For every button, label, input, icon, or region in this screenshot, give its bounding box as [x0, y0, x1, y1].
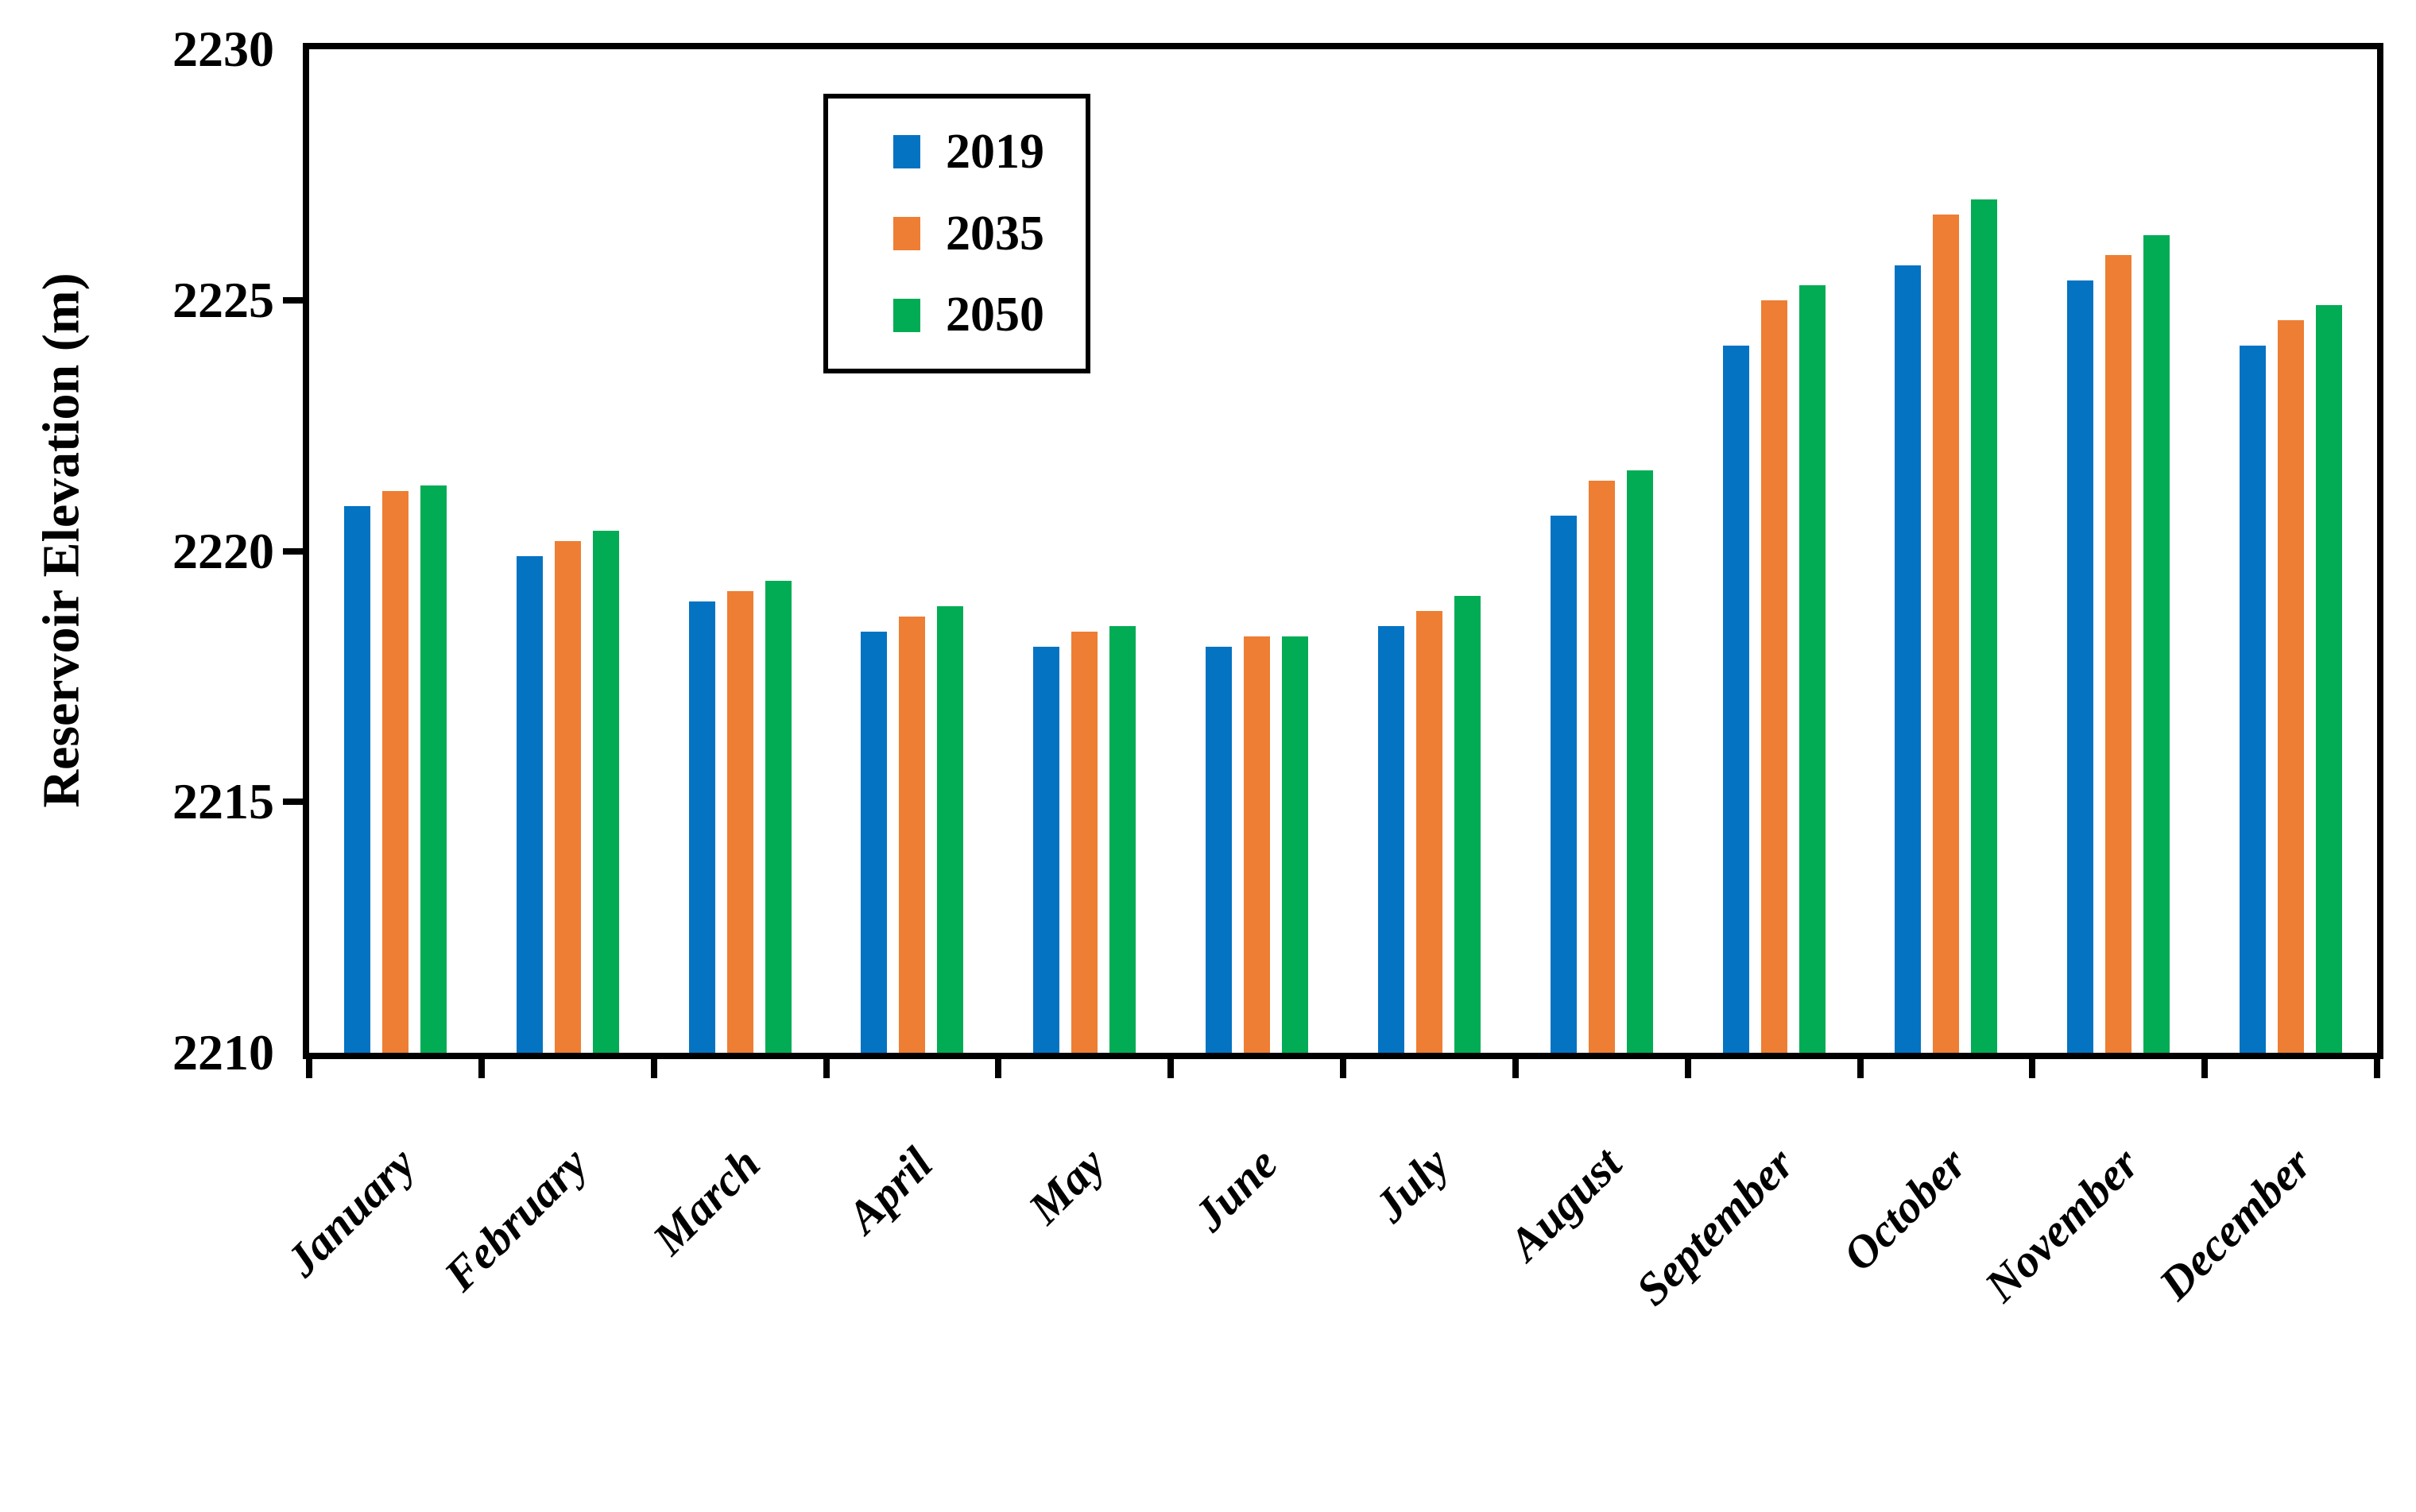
y-tick-mark — [283, 547, 303, 555]
bar-2050-june — [1282, 636, 1309, 1053]
bar-group-september — [1688, 49, 1860, 1053]
y-tick-mark — [283, 296, 303, 304]
x-tick-label-march: March — [642, 1137, 770, 1265]
bar-2035-august — [1588, 481, 1615, 1053]
x-tick-label-may: May — [1018, 1137, 1115, 1234]
legend-label: 2035 — [946, 206, 1044, 261]
bar-2019-october — [1895, 265, 1922, 1053]
bar-2019-april — [861, 631, 888, 1053]
legend-entry-2035: 2035 — [893, 206, 1086, 262]
bar-2019-december — [2240, 345, 2267, 1053]
bar-2035-may — [1071, 631, 1098, 1053]
bar-group-november — [2032, 49, 2205, 1053]
x-tick-mark — [823, 1059, 830, 1078]
x-tick-label-august: August — [1499, 1137, 1632, 1270]
x-tick-label-june: June — [1183, 1137, 1287, 1241]
bar-2019-august — [1550, 516, 1577, 1053]
bar-group-june — [1171, 49, 1343, 1053]
bar-2035-april — [899, 616, 926, 1053]
bar-group-february — [482, 49, 654, 1053]
x-tick-mark — [1512, 1059, 1519, 1078]
bar-2050-november — [2143, 234, 2170, 1053]
bar-group-march — [654, 49, 827, 1053]
x-tick-mark — [2029, 1059, 2036, 1078]
bar-2019-july — [1377, 626, 1404, 1053]
bar-2050-february — [592, 531, 619, 1053]
bar-2035-june — [1244, 636, 1271, 1053]
x-tick-label-september: September — [1626, 1137, 1804, 1316]
bar-2050-october — [1971, 199, 1998, 1053]
legend-entry-2050: 2050 — [893, 287, 1086, 343]
legend-entry-2019: 2019 — [893, 124, 1086, 180]
x-tick-mark — [1340, 1059, 1346, 1078]
bar-2019-march — [688, 601, 715, 1053]
x-tick-label-january: January — [276, 1137, 426, 1286]
x-tick-label-october: October — [1833, 1137, 1977, 1282]
legend-swatch-2035 — [893, 217, 920, 250]
bar-2035-november — [2105, 254, 2132, 1053]
bar-2050-april — [937, 605, 964, 1053]
legend-label: 2050 — [946, 288, 1044, 342]
y-tick-label: 2215 — [172, 773, 274, 830]
bar-2050-august — [1626, 470, 1653, 1053]
x-tick-mark — [1684, 1059, 1691, 1078]
y-tick-label: 2220 — [172, 522, 274, 579]
bar-group-may — [998, 49, 1171, 1053]
x-tick-label-december: December — [2148, 1137, 2321, 1310]
bar-2035-march — [726, 591, 753, 1053]
bar-group-august — [1516, 49, 1688, 1053]
x-tick-mark — [478, 1059, 485, 1078]
legend-swatch-2050 — [893, 298, 920, 332]
bar-2035-october — [1933, 215, 1960, 1053]
bar-group-december — [2205, 49, 2377, 1053]
x-tick-label-february: February — [434, 1137, 598, 1301]
bar-group-july — [1343, 49, 1516, 1053]
figure: Reservoir Elevation (m) 2210 2215 2220 2225… — [33, 21, 2383, 1315]
x-tick-mark — [306, 1059, 312, 1078]
plot-area — [309, 49, 2377, 1053]
bar-2019-september — [1722, 345, 1749, 1053]
bar-2035-september — [1760, 300, 1787, 1053]
bar-2035-february — [554, 540, 581, 1053]
bar-group-january — [309, 49, 482, 1053]
y-tick-label: 2210 — [172, 1024, 274, 1081]
bar-2050-january — [420, 485, 447, 1053]
legend: 2019 2035 2050 — [823, 94, 1090, 373]
bar-2019-january — [343, 505, 370, 1053]
bar-2035-december — [2278, 320, 2305, 1053]
x-tick-label-july: July — [1365, 1137, 1460, 1232]
y-tick-mark — [283, 799, 303, 806]
plot-border — [303, 43, 2383, 1059]
bar-2019-may — [1033, 646, 1060, 1053]
x-tick-mark — [1857, 1059, 1864, 1078]
bar-2050-july — [1454, 596, 1481, 1053]
x-tick-mark — [2374, 1059, 2380, 1078]
bar-2050-september — [1798, 284, 1826, 1053]
bar-2019-february — [516, 555, 543, 1053]
bar-2019-november — [2067, 280, 2094, 1053]
x-tick-mark — [650, 1059, 657, 1078]
bar-2019-june — [1206, 646, 1233, 1053]
bar-2035-july — [1415, 611, 1442, 1053]
x-tick-label-april: April — [836, 1137, 943, 1243]
x-tick-mark — [1167, 1059, 1175, 1078]
bar-group-april — [827, 49, 999, 1053]
y-tick-label: 2225 — [172, 271, 274, 328]
legend-label: 2019 — [946, 124, 1044, 179]
bar-group-october — [1860, 49, 2033, 1053]
x-tick-mark — [2201, 1059, 2209, 1078]
legend-swatch-2019 — [893, 135, 920, 169]
bar-2035-january — [381, 490, 408, 1053]
y-tick-label: 2230 — [172, 21, 274, 77]
bar-2050-march — [765, 581, 792, 1053]
x-tick-mark — [995, 1059, 1002, 1078]
x-tick-label-november: November — [1974, 1137, 2149, 1312]
bar-2050-december — [2316, 305, 2343, 1053]
bar-2050-may — [1109, 626, 1136, 1053]
